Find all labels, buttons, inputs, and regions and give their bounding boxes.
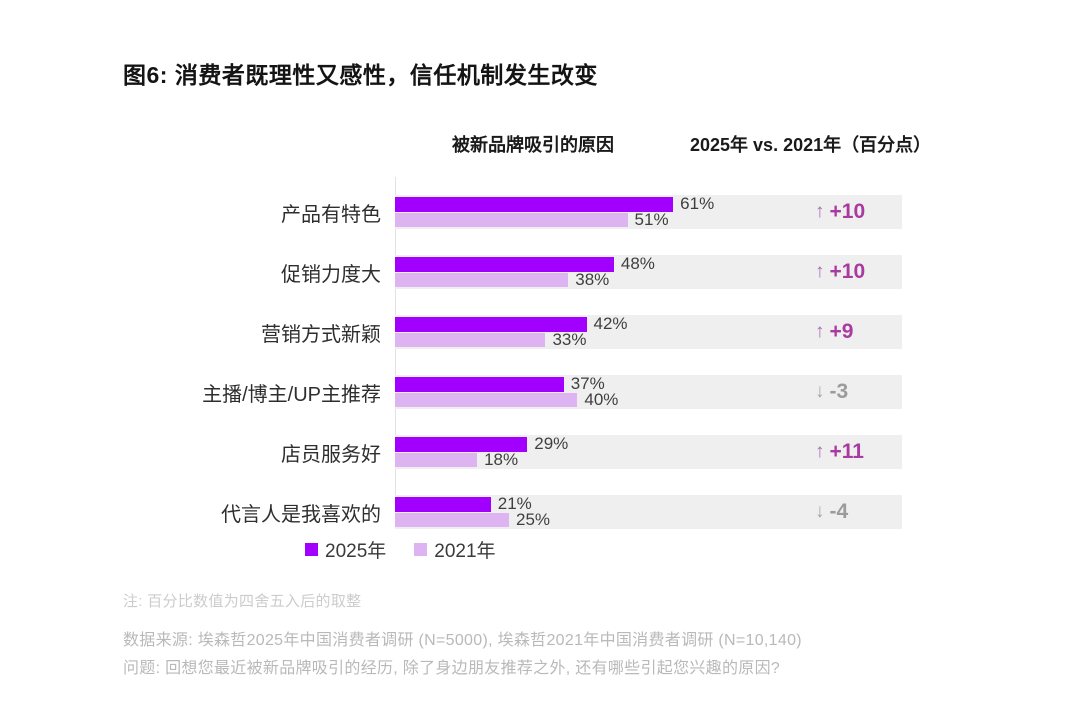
category-label: 营销方式新颖 (261, 323, 381, 346)
value-label-2021: 51% (634, 210, 669, 229)
bar-2025 (395, 196, 674, 212)
legend-swatch (305, 543, 318, 556)
change-indicator: ↓ -3 (815, 375, 848, 409)
value-label-2021: 40% (584, 390, 619, 409)
category-label: 促销力度大 (281, 263, 381, 286)
chart-row: 产品有特色 61% 51% ↑ +10 (113, 182, 973, 242)
chart-legend: 2025年 2021年 (305, 536, 496, 563)
value-label-2021: 25% (516, 510, 551, 529)
chart-subtitle-comparison: 2025年 vs. 2021年（百分点） (690, 135, 932, 155)
value-label-2021: 18% (484, 450, 519, 469)
bar-2025 (395, 316, 587, 332)
legend-label: 2025年 (325, 541, 387, 562)
value-label-2025: 21% (497, 494, 532, 513)
chart-row: 营销方式新颖 42% 33% ↑ +9 (113, 302, 973, 362)
value-label-2021: 33% (552, 330, 587, 349)
chart-row: 促销力度大 48% 38% ↑ +10 (113, 242, 973, 302)
bar-2021 (395, 453, 478, 467)
change-indicator: ↑ +10 (815, 255, 865, 289)
change-value: -4 (829, 500, 849, 523)
bar-2021 (395, 273, 569, 287)
footnote-source: 数据来源: 埃森哲2025年中国消费者调研 (N=5000), 埃森哲2021年… (123, 632, 802, 649)
legend-item: 2025年 (305, 536, 386, 563)
bar-2021 (395, 213, 628, 227)
change-value: +10 (829, 200, 866, 223)
category-label: 产品有特色 (281, 203, 381, 226)
bar-2021 (395, 513, 509, 527)
change-indicator: ↑ +10 (815, 195, 865, 229)
chart-subtitle-reasons: 被新品牌吸引的原因 (452, 135, 614, 155)
change-value: -3 (829, 380, 849, 403)
category-label: 店员服务好 (281, 443, 381, 466)
footnote-note: 注: 百分比数值为四舍五入后的取整 (123, 593, 362, 610)
legend-swatch (414, 543, 428, 556)
bar-track: 29% 18% ↑ +11 (395, 434, 902, 469)
bar-track: 37% 40% ↓ -3 (395, 374, 902, 409)
arrow-up-icon: ↑ (815, 261, 825, 282)
bar-2021 (395, 393, 578, 407)
arrow-down-icon: ↓ (815, 501, 825, 522)
legend-label: 2021年 (434, 541, 496, 562)
value-label-2025: 29% (534, 434, 569, 453)
bar-2025 (395, 436, 528, 452)
value-label-2025: 42% (593, 314, 628, 333)
bar-2025 (395, 496, 491, 512)
value-label-2025: 48% (620, 254, 655, 273)
value-label-2025: 61% (680, 194, 715, 213)
bar-2025 (395, 256, 614, 272)
arrow-up-icon: ↑ (815, 441, 825, 462)
footnote-question: 问题: 回想您最近被新品牌吸引的经历, 除了身边朋友推荐之外, 还有哪些引起您兴… (123, 660, 781, 677)
category-label: 主播/博主/UP主推荐 (202, 383, 381, 406)
bar-track: 42% 33% ↑ +9 (395, 314, 902, 349)
bar-2025 (395, 376, 564, 392)
change-value: +10 (829, 260, 866, 283)
legend-item: 2021年 (414, 536, 496, 563)
change-indicator: ↓ -4 (815, 495, 848, 529)
chart-row: 代言人是我喜欢的 21% 25% ↓ -4 (113, 482, 973, 542)
value-label-2025: 37% (570, 374, 605, 393)
value-label-2021: 38% (575, 270, 610, 289)
change-indicator: ↑ +9 (815, 315, 853, 349)
bar-2021 (395, 333, 546, 347)
bar-track: 48% 38% ↑ +10 (395, 254, 902, 289)
arrow-down-icon: ↓ (815, 381, 825, 402)
figure-title: 图6: 消费者既理性又感性，信任机制发生改变 (123, 62, 598, 88)
bar-chart: 产品有特色 61% 51% ↑ +10 促销力度大 48% (113, 177, 973, 542)
arrow-up-icon: ↑ (815, 201, 825, 222)
bar-track: 61% 51% ↑ +10 (395, 194, 902, 229)
arrow-up-icon: ↑ (815, 321, 825, 342)
change-value: +11 (829, 440, 864, 463)
change-value: +9 (829, 320, 854, 343)
category-label: 代言人是我喜欢的 (221, 503, 381, 526)
chart-row: 店员服务好 29% 18% ↑ +11 (113, 422, 973, 482)
chart-row: 主播/博主/UP主推荐 37% 40% ↓ -3 (113, 362, 973, 422)
bar-track: 21% 25% ↓ -4 (395, 494, 902, 529)
change-indicator: ↑ +11 (815, 435, 864, 469)
